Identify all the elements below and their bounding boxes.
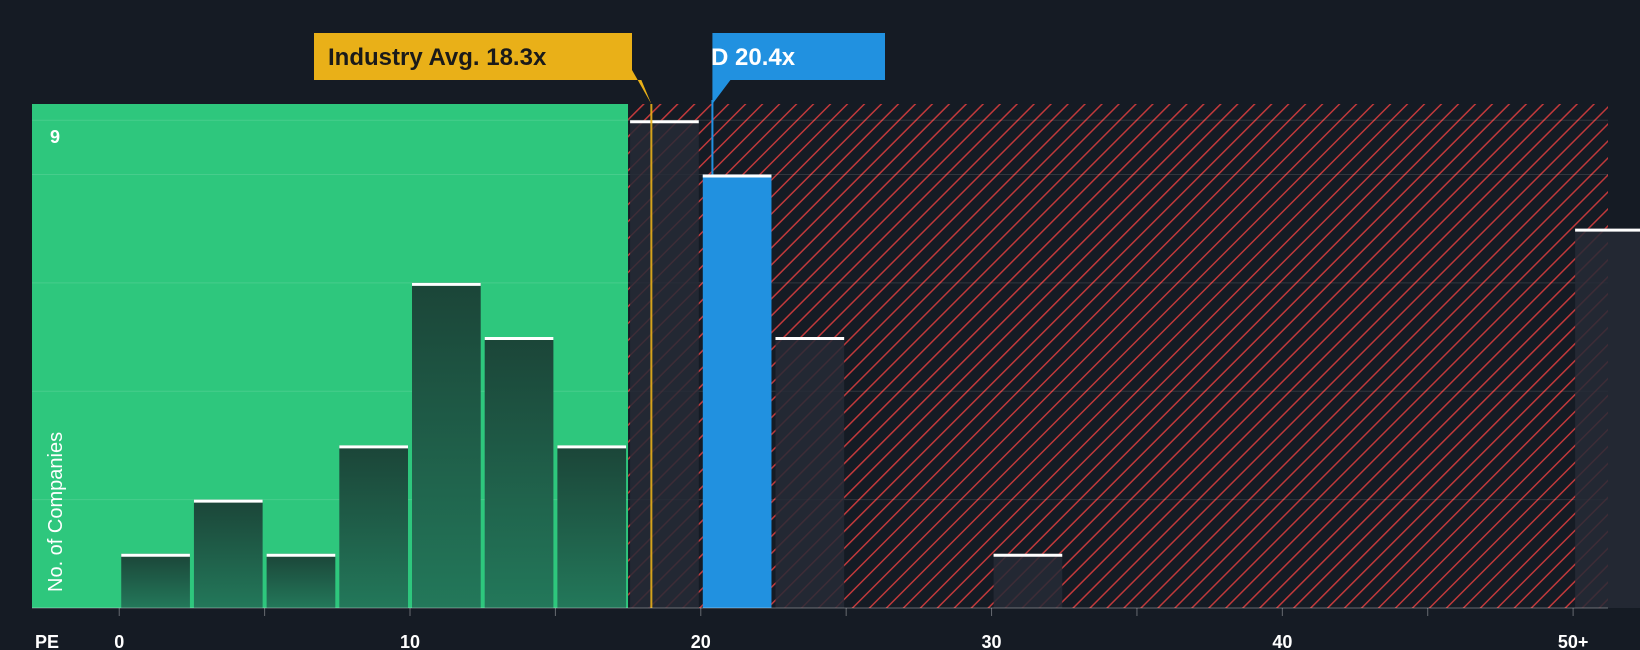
y-top-tick-label: 9 <box>50 127 60 147</box>
histogram-bar <box>702 174 772 609</box>
histogram-bar <box>193 499 263 608</box>
x-tick-label: 40 <box>1272 632 1292 650</box>
x-tick-label: 0 <box>114 632 124 650</box>
callouts: Industry Avg. 18.3x D 20.4x <box>314 33 885 104</box>
histogram-bar <box>484 337 554 608</box>
x-tick-label: 10 <box>400 632 420 650</box>
y-axis-label: No. of Companies <box>45 432 67 592</box>
histogram-bar <box>121 553 190 608</box>
histogram-bar <box>266 553 336 608</box>
histogram-bar <box>339 445 409 608</box>
x-tick-label: 20 <box>691 632 711 650</box>
histogram-bar <box>993 553 1063 608</box>
overvalued-zone <box>628 104 1608 608</box>
histogram-bar <box>557 445 627 608</box>
x-axis: 0 10 20 30 40 50+ <box>32 607 1608 650</box>
industry-avg-callout-box <box>314 33 652 104</box>
histogram-bar <box>630 120 699 609</box>
x-tick-label: 30 <box>982 632 1002 650</box>
histogram-bar <box>775 337 845 608</box>
company-callout-label: D 20.4x <box>711 44 796 71</box>
histogram-bar <box>1575 228 1640 609</box>
industry-avg-callout-label: Industry Avg. 18.3x <box>328 44 547 71</box>
company-callout-box <box>692 33 885 104</box>
bars <box>121 120 1640 609</box>
histogram-bar <box>412 282 481 608</box>
x-axis-label: PE <box>35 632 59 650</box>
markers <box>650 100 714 608</box>
x-tick-label: 50+ <box>1558 632 1589 650</box>
